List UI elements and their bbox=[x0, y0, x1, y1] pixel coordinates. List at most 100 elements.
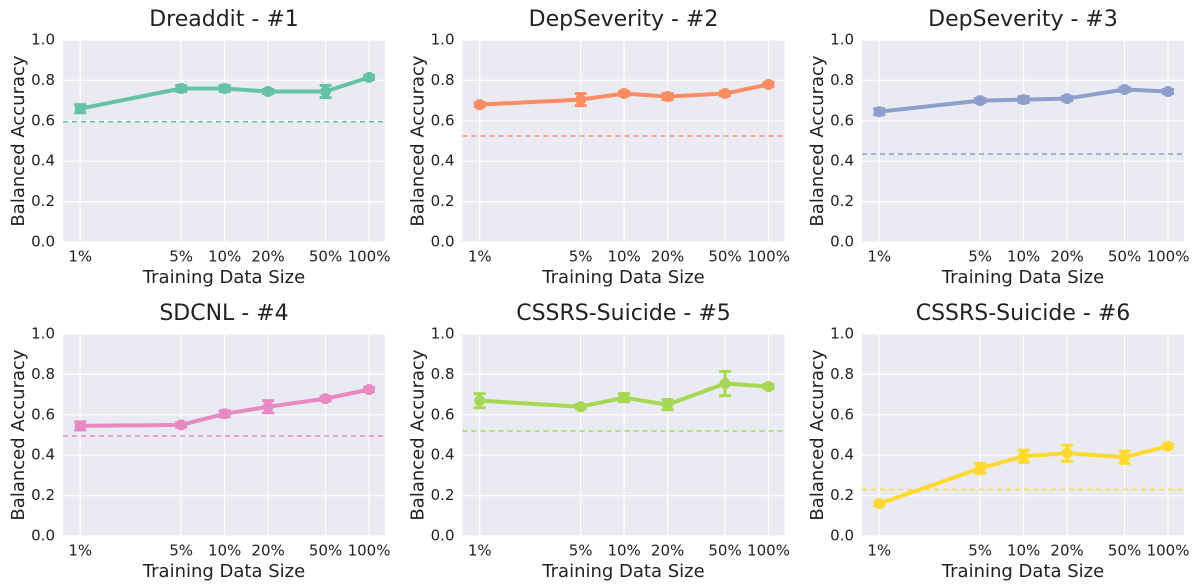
marker bbox=[474, 395, 486, 407]
marker bbox=[662, 399, 674, 411]
x-tick-label: 5% bbox=[169, 248, 193, 266]
y-tick-label: 0.4 bbox=[830, 152, 854, 170]
subplot-title: DepSeverity - #3 bbox=[928, 7, 1118, 32]
marker bbox=[719, 88, 731, 100]
subplot: 0.0 0.2 0.4 0.6 0.8 1.0 1% 5% 10% 20% 50% 100% SDCNL… bbox=[8, 301, 390, 582]
y-axis-label: Balanced Accuracy bbox=[408, 349, 429, 520]
y-tick-label: 0.0 bbox=[31, 233, 55, 251]
x-tick-label: 50% bbox=[1108, 542, 1141, 560]
series-line bbox=[878, 444, 1169, 506]
x-tick-label: 10% bbox=[1007, 248, 1040, 266]
y-tick-label: 0.2 bbox=[830, 486, 854, 504]
x-tick-label: 100% bbox=[1147, 542, 1190, 560]
y-tick-label: 0.6 bbox=[31, 111, 55, 129]
subplot: 0.0 0.2 0.4 0.6 0.8 1.0 1% 5% 10% 20% 50% 100% CSSRS… bbox=[408, 301, 790, 582]
series-line bbox=[479, 381, 769, 409]
series-line bbox=[79, 75, 370, 111]
x-tick-label: 100% bbox=[747, 542, 790, 560]
x-tick-label: 20% bbox=[651, 542, 684, 560]
y-tick-label: 1.0 bbox=[830, 31, 854, 49]
x-tick-label: 1% bbox=[68, 248, 92, 266]
marker bbox=[363, 384, 375, 396]
marker bbox=[1061, 93, 1073, 105]
y-tick-label: 0.2 bbox=[431, 486, 455, 504]
y-tick-label: 0.6 bbox=[830, 405, 854, 423]
plot-area bbox=[862, 334, 1184, 536]
x-tick-label: 10% bbox=[208, 542, 241, 560]
marker bbox=[575, 94, 587, 106]
x-tick-label: 1% bbox=[468, 248, 492, 266]
subplot: 0.0 0.2 0.4 0.6 0.8 1.0 1% 5% 10% 20% 50% 100% DepSe… bbox=[807, 7, 1189, 288]
x-tick-label: 20% bbox=[1050, 248, 1083, 266]
subplot-title: SDCNL - #4 bbox=[159, 301, 288, 326]
subplot: 0.0 0.2 0.4 0.6 0.8 1.0 1% 5% 10% 20% 50% 100% DepSe… bbox=[408, 7, 790, 288]
subplot-title: DepSeverity - #2 bbox=[529, 7, 719, 32]
marker bbox=[262, 86, 274, 98]
marker bbox=[1061, 447, 1073, 459]
x-axis-label: Training Data Size bbox=[541, 561, 704, 582]
y-tick-label: 0.2 bbox=[431, 192, 455, 210]
y-tick-label: 0.0 bbox=[31, 527, 55, 545]
marker bbox=[219, 82, 231, 94]
y-tick-label: 0.8 bbox=[31, 365, 55, 383]
plot-area bbox=[462, 334, 785, 536]
y-tick-label: 0.8 bbox=[431, 365, 455, 383]
marker bbox=[1119, 83, 1131, 95]
marker bbox=[662, 91, 674, 103]
marker bbox=[1119, 451, 1131, 463]
marker bbox=[1018, 450, 1030, 462]
marker bbox=[575, 401, 587, 413]
marker bbox=[763, 381, 775, 393]
x-axis-label: Training Data Size bbox=[941, 267, 1104, 288]
x-axis-label: Training Data Size bbox=[142, 561, 305, 582]
marker bbox=[74, 103, 86, 115]
x-tick-label: 100% bbox=[348, 248, 391, 266]
y-tick-label: 1.0 bbox=[31, 31, 55, 49]
y-tick-label: 1.0 bbox=[31, 325, 55, 343]
marker bbox=[763, 78, 775, 90]
plot-area bbox=[63, 40, 385, 242]
marker bbox=[1162, 86, 1174, 98]
y-tick-label: 0.4 bbox=[31, 446, 55, 464]
x-tick-label: 5% bbox=[968, 248, 992, 266]
x-tick-label: 50% bbox=[309, 248, 342, 266]
y-tick-label: 0.4 bbox=[31, 152, 55, 170]
y-tick-label: 0.2 bbox=[31, 192, 55, 210]
x-axis-label: Training Data Size bbox=[142, 267, 305, 288]
marker bbox=[719, 377, 731, 389]
y-tick-label: 0.8 bbox=[431, 71, 455, 89]
y-tick-label: 0.0 bbox=[431, 527, 455, 545]
marker bbox=[262, 401, 274, 413]
x-tick-label: 5% bbox=[968, 542, 992, 560]
marker bbox=[618, 88, 630, 100]
y-tick-label: 0.4 bbox=[431, 446, 455, 464]
subplot: 0.0 0.2 0.4 0.6 0.8 1.0 1% 5% 10% 20% 50% 100% Dread… bbox=[8, 7, 390, 288]
x-tick-label: 10% bbox=[1007, 542, 1040, 560]
y-axis-label: Balanced Accuracy bbox=[807, 55, 828, 226]
y-tick-label: 1.0 bbox=[431, 31, 455, 49]
x-tick-label: 1% bbox=[468, 542, 492, 560]
marker bbox=[320, 86, 332, 98]
y-tick-label: 0.8 bbox=[31, 71, 55, 89]
x-tick-label: 20% bbox=[651, 248, 684, 266]
plot-area bbox=[462, 40, 785, 242]
marker bbox=[974, 462, 986, 474]
x-tick-label: 5% bbox=[569, 542, 593, 560]
y-tick-label: 0.2 bbox=[830, 192, 854, 210]
marker bbox=[175, 419, 187, 431]
marker bbox=[320, 393, 332, 405]
x-axis-label: Training Data Size bbox=[541, 267, 704, 288]
marker bbox=[1162, 440, 1174, 452]
y-tick-label: 0.6 bbox=[31, 405, 55, 423]
plot-area bbox=[63, 334, 385, 536]
marker bbox=[873, 498, 885, 510]
x-tick-label: 20% bbox=[251, 248, 284, 266]
marker bbox=[618, 392, 630, 404]
marker bbox=[873, 106, 885, 118]
x-tick-label: 100% bbox=[348, 542, 391, 560]
series-line bbox=[878, 87, 1169, 114]
marker bbox=[974, 95, 986, 107]
subplot: 0.0 0.2 0.4 0.6 0.8 1.0 1% 5% 10% 20% 50% 100% CSSRS… bbox=[807, 301, 1189, 582]
x-tick-label: 1% bbox=[867, 542, 891, 560]
